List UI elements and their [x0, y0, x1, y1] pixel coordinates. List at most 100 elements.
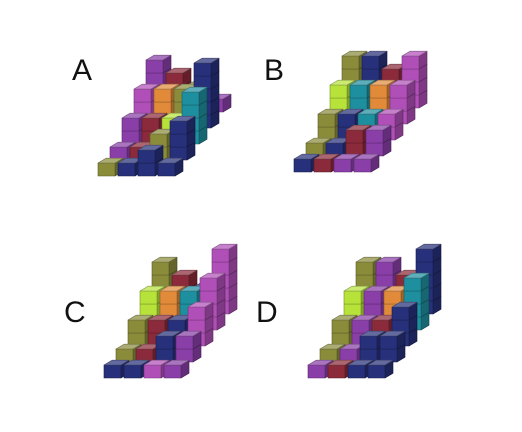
block-front — [389, 84, 408, 99]
block-top — [123, 359, 150, 366]
block-top — [349, 79, 376, 86]
block-top — [337, 108, 364, 115]
block-front — [337, 113, 356, 128]
block-top — [377, 108, 404, 115]
block-front — [345, 129, 364, 144]
block-front — [359, 335, 378, 350]
block-top — [367, 359, 394, 366]
block-front — [163, 364, 182, 379]
block-top — [307, 359, 334, 366]
block-front — [143, 364, 162, 379]
block-top — [363, 285, 390, 292]
block-front — [117, 162, 136, 177]
block-front — [181, 91, 200, 106]
block-front — [363, 290, 382, 305]
block-front — [169, 133, 188, 148]
block-stack — [353, 153, 380, 173]
block-top — [319, 343, 346, 350]
block-front — [121, 117, 140, 132]
block-front — [157, 162, 176, 177]
block-top — [401, 50, 428, 57]
block-top — [305, 137, 332, 144]
block-top — [133, 83, 160, 90]
block-top — [317, 108, 344, 115]
block-top — [187, 301, 214, 308]
block-top — [355, 256, 382, 263]
block-top — [353, 153, 380, 160]
block-top — [333, 153, 360, 160]
block-stack — [367, 359, 394, 379]
block-front — [155, 335, 174, 350]
block-front — [365, 129, 384, 144]
option-a-label: A — [72, 54, 92, 87]
block-front — [293, 158, 312, 173]
block-top — [375, 256, 402, 263]
block-front — [379, 335, 398, 350]
block-front — [415, 248, 434, 263]
block-front — [153, 88, 172, 103]
option-d[interactable]: D — [256, 243, 442, 379]
block-top — [181, 86, 208, 93]
block-top — [331, 314, 358, 321]
option-a[interactable]: A — [72, 54, 232, 177]
block-top — [329, 79, 356, 86]
block-top — [97, 157, 124, 164]
block-front — [97, 162, 116, 177]
option-d-figure — [307, 243, 442, 379]
block-front — [139, 290, 158, 305]
option-b-label: B — [264, 54, 284, 87]
block-front — [179, 290, 198, 305]
block-stack — [379, 330, 406, 363]
block-front — [383, 290, 402, 305]
block-stack — [163, 359, 190, 379]
block-front — [369, 84, 388, 99]
block-top — [369, 79, 396, 86]
option-b-figure — [293, 50, 428, 173]
block-top — [293, 153, 320, 160]
block-front — [401, 55, 420, 70]
block-front — [317, 113, 336, 128]
block-top — [345, 124, 372, 131]
block-front — [331, 319, 350, 334]
block-top — [157, 157, 184, 164]
block-top — [391, 301, 418, 308]
block-top — [139, 285, 166, 292]
option-b[interactable]: B — [264, 50, 428, 173]
block-front — [199, 277, 218, 292]
block-stack — [389, 79, 416, 125]
option-c-figure — [103, 243, 238, 379]
block-top — [153, 83, 180, 90]
block-top — [379, 330, 406, 337]
block-top — [165, 67, 192, 74]
option-c[interactable]: C — [64, 243, 238, 379]
block-front — [329, 84, 348, 99]
block-front — [307, 364, 326, 379]
block-top — [151, 256, 178, 263]
block-top — [121, 112, 148, 119]
block-top — [109, 141, 136, 148]
block-front — [313, 158, 332, 173]
block-front — [193, 62, 212, 77]
block-front — [355, 261, 374, 276]
block-top — [171, 269, 198, 276]
block-top — [143, 359, 170, 366]
block-stack — [199, 272, 226, 331]
block-front — [375, 261, 394, 276]
block-top — [211, 243, 238, 250]
block-front — [137, 162, 156, 177]
block-stack — [117, 157, 144, 177]
block-top — [127, 314, 154, 321]
block-front — [147, 319, 166, 334]
block-front — [169, 120, 188, 135]
block-stack — [169, 115, 196, 161]
block-front — [327, 364, 346, 379]
block-top — [351, 314, 378, 321]
block-top — [141, 112, 168, 119]
block-front — [123, 364, 142, 379]
block-top — [365, 124, 392, 131]
block-top — [155, 330, 182, 337]
block-front — [175, 335, 194, 350]
block-top — [341, 50, 368, 57]
block-top — [175, 330, 202, 337]
